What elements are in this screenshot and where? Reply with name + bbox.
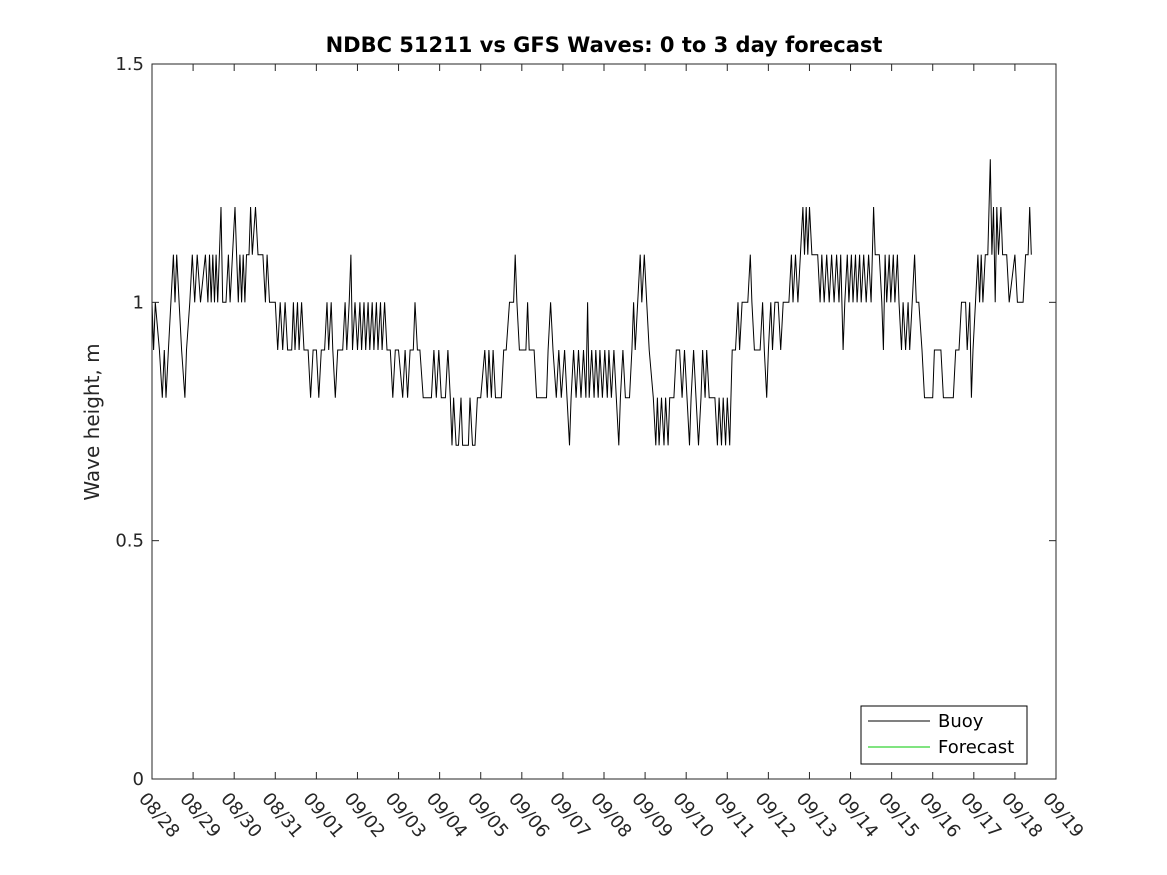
legend: Buoy Forecast [860,705,1028,765]
y-axis-label: Wave height, m [80,343,104,500]
chart-title: NDBC 51211 vs GFS Waves: 0 to 3 day fore… [326,33,883,57]
y-tick-label: 1 [133,292,144,313]
plot-background [152,64,1056,779]
series-line-buoy [151,159,1032,446]
y-tick-label: 0.5 [115,531,144,552]
y-tick-label: 1.5 [115,54,144,75]
y-tick-label: 0 [133,769,144,790]
legend-label-buoy: Buoy [938,711,984,732]
legend-label-forecast: Forecast [938,737,1014,758]
legend-box [860,705,1028,765]
